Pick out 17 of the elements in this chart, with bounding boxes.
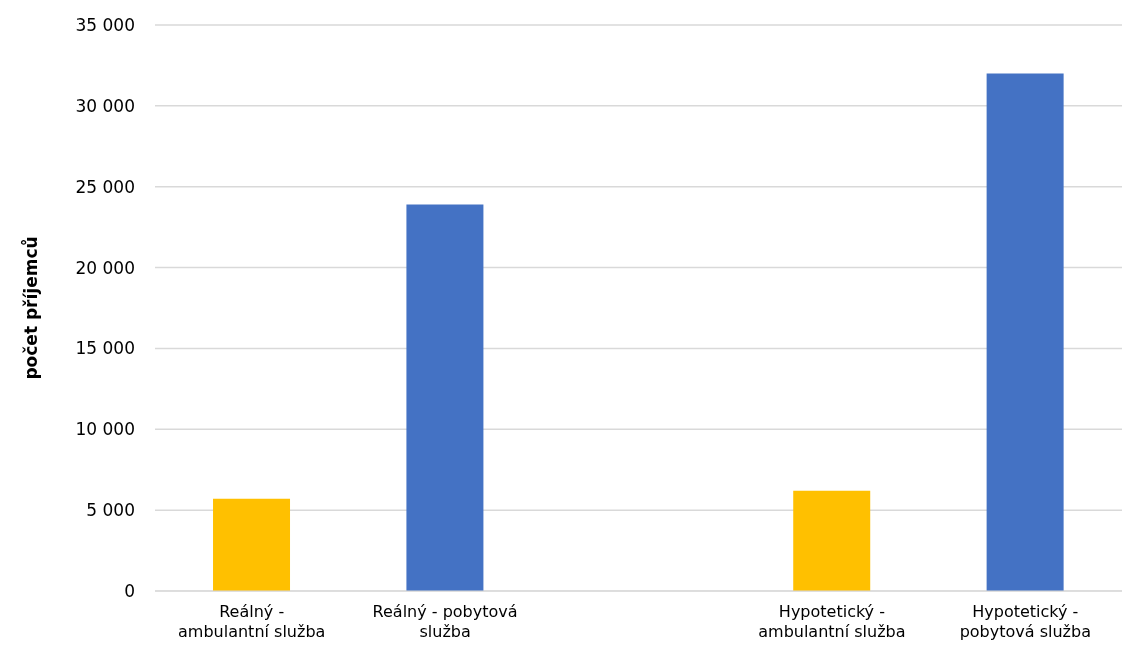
x-tick-label: Hypotetický - pobytová služba <box>959 602 1091 641</box>
y-tick-label: 0 <box>124 581 135 602</box>
y-tick-label: 10 000 <box>75 419 135 440</box>
bar <box>793 490 871 591</box>
y-tick-label: 15 000 <box>75 338 135 359</box>
y-tick-label: 30 000 <box>75 95 135 116</box>
y-tick-label: 35 000 <box>75 15 135 36</box>
x-tick-label: Reálný - pobytová služba <box>372 602 518 641</box>
bar <box>213 498 291 591</box>
y-tick-label: 20 000 <box>75 257 135 278</box>
y-tick-label: 5 000 <box>86 500 135 521</box>
x-tick-label: Reálný - ambulantní služba <box>178 602 326 641</box>
x-tick-label: Hypotetický - ambulantní služba <box>758 602 906 641</box>
y-tick-label: 25 000 <box>75 176 135 197</box>
bar <box>986 73 1064 591</box>
bar <box>406 204 484 591</box>
y-axis-title: počet příjemců <box>20 236 42 380</box>
